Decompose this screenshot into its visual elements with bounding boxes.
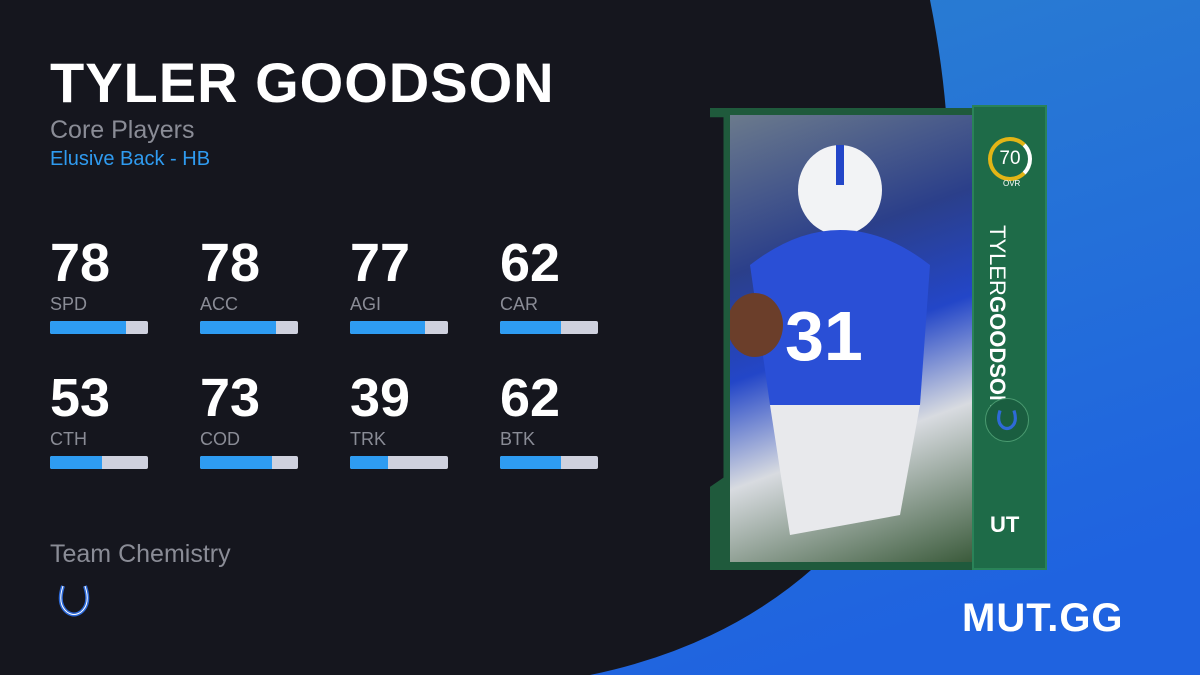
card-team-badge <box>985 398 1029 442</box>
stat-bar-fill <box>500 456 561 469</box>
stat-value: 62 <box>500 368 561 428</box>
card-first-name: TYLER <box>985 225 1010 296</box>
stat-value: 62 <box>500 233 561 293</box>
stat-bar-fill <box>200 321 277 334</box>
stat-label: CTH <box>50 429 87 449</box>
team-chemistry-label: Team Chemistry <box>50 540 231 568</box>
stat-bar <box>350 321 448 334</box>
stat-bar <box>500 321 598 334</box>
stat-value: 78 <box>200 233 261 293</box>
stat-value: 39 <box>350 368 411 428</box>
horseshoe-icon[interactable] <box>55 582 93 620</box>
stat-value: 78 <box>50 233 111 293</box>
stat-cth: 53 CTH <box>50 371 150 469</box>
stat-bar <box>200 321 298 334</box>
ovr-rating: 70 <box>988 137 1032 181</box>
stat-label: BTK <box>500 429 536 449</box>
jersey-number: 31 <box>785 297 863 375</box>
player-name: TYLER GOODSON <box>50 51 555 114</box>
stat-bar-fill <box>50 456 102 469</box>
stat-bar <box>500 456 598 469</box>
stat-trk: 39 TRK <box>350 371 450 469</box>
stat-acc: 78 ACC <box>200 236 300 334</box>
stat-bar-fill <box>50 321 127 334</box>
stat-value: 53 <box>50 368 111 428</box>
stat-cod: 73 COD <box>200 371 300 469</box>
program-name: Core Players <box>50 116 195 144</box>
player-photo: 31 <box>730 115 975 562</box>
stat-bar <box>200 456 298 469</box>
card-last-name: GOODSON <box>985 295 1010 411</box>
stat-agi: 77 AGI <box>350 236 450 334</box>
ut-badge: UT <box>990 512 1020 537</box>
card-side-panel <box>972 105 1047 570</box>
stat-value: 73 <box>200 368 261 428</box>
stat-btk: 62 BTK <box>500 371 600 469</box>
stat-bar-fill <box>350 456 389 469</box>
stat-bar-fill <box>200 456 272 469</box>
stat-bar-fill <box>500 321 561 334</box>
brand-logo[interactable]: MUT.GG <box>962 596 1124 640</box>
stat-bar <box>50 321 148 334</box>
stat-car: 62 CAR <box>500 236 600 334</box>
stat-label: COD <box>200 429 240 449</box>
horseshoe-icon <box>997 410 1017 431</box>
stat-value: 77 <box>350 233 411 293</box>
stat-bar <box>350 456 448 469</box>
stat-bar-fill <box>350 321 426 334</box>
archetype: Elusive Back - HB <box>50 148 211 170</box>
stat-bar <box>50 456 148 469</box>
stat-label: AGI <box>350 294 382 314</box>
stat-spd: 78 SPD <box>50 236 150 334</box>
ovr-label: OVR <box>1003 179 1021 188</box>
stat-label: CAR <box>500 294 539 314</box>
card-player-name: TYLER GOODSON <box>985 225 1010 411</box>
stat-label: SPD <box>50 294 88 314</box>
stat-label: ACC <box>200 294 239 314</box>
stat-label: TRK <box>350 429 386 449</box>
